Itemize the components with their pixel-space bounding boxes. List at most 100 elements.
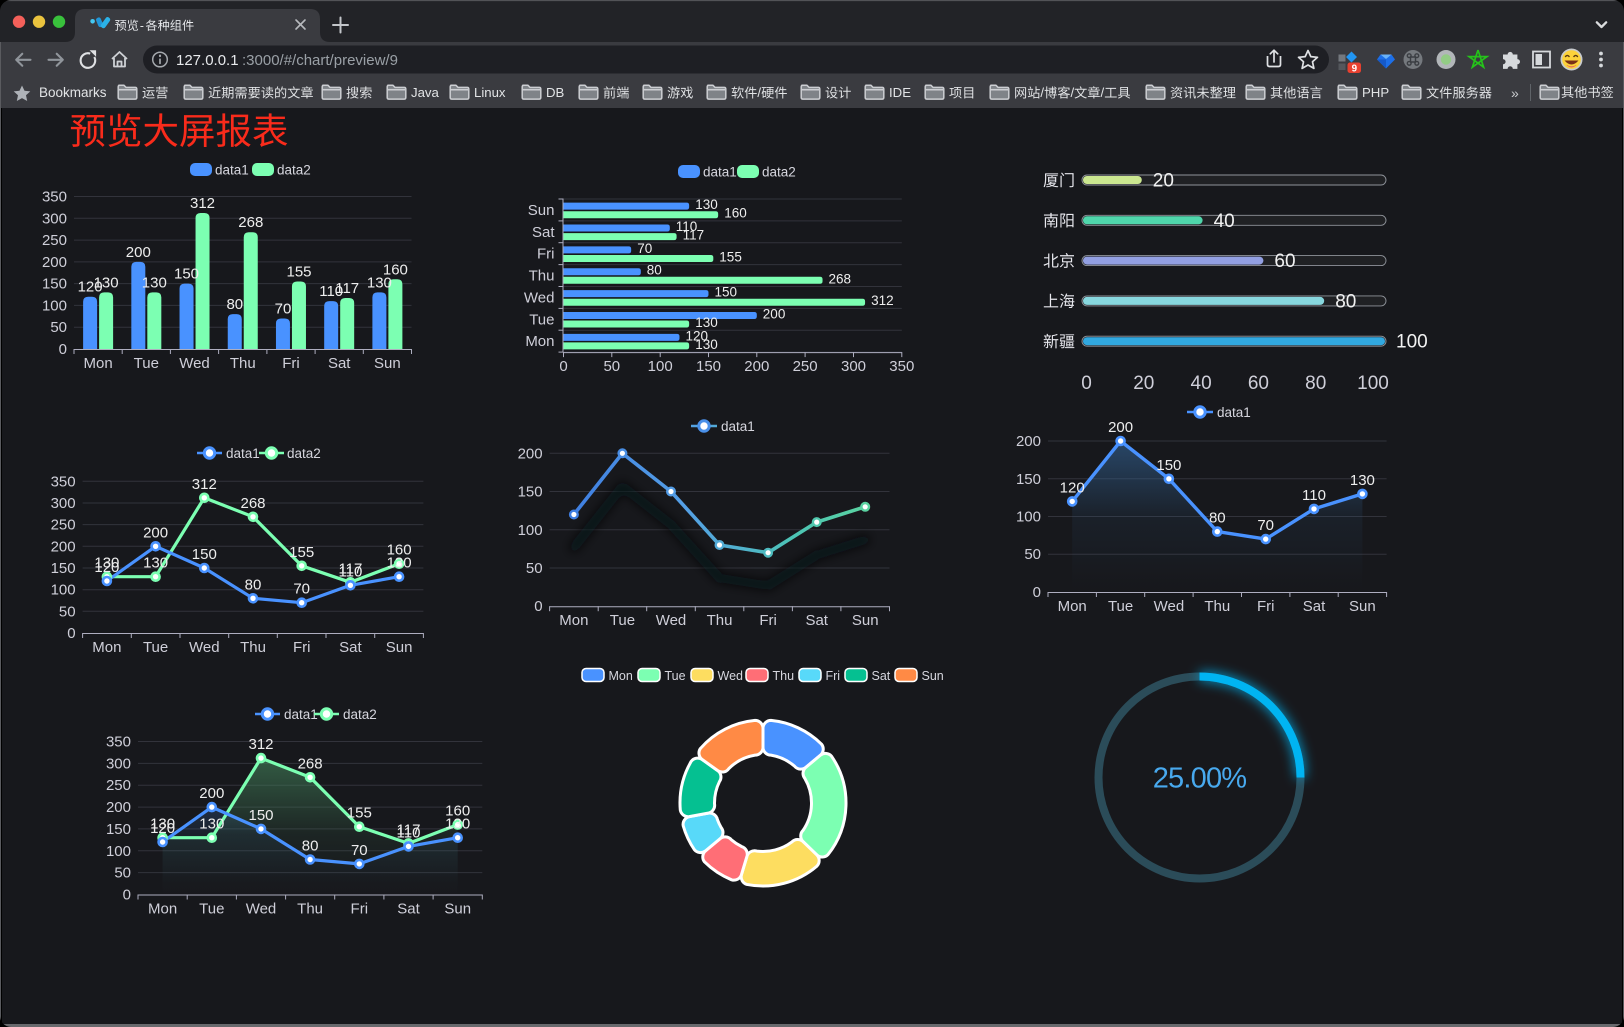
svg-text:150: 150 [106, 821, 131, 838]
svg-text:160: 160 [724, 206, 747, 221]
svg-text:130: 130 [445, 816, 470, 833]
svg-text:0: 0 [1081, 373, 1092, 394]
svg-text:Tue: Tue [665, 669, 686, 683]
svg-text:Tue: Tue [1108, 598, 1133, 615]
svg-text:50: 50 [50, 319, 67, 336]
svg-text:100: 100 [42, 297, 67, 314]
svg-text:40: 40 [1191, 373, 1212, 394]
svg-text:Java: Java [411, 85, 440, 100]
svg-text:Thu: Thu [240, 639, 266, 656]
svg-text:312: 312 [871, 293, 894, 308]
svg-text:0: 0 [123, 887, 131, 904]
svg-text:Wed: Wed [718, 669, 744, 683]
svg-text:250: 250 [42, 232, 67, 249]
svg-text:200: 200 [744, 358, 769, 375]
svg-text:Sat: Sat [872, 669, 891, 683]
svg-text:200: 200 [518, 445, 543, 462]
svg-text:Tue: Tue [134, 355, 159, 372]
svg-text:350: 350 [889, 358, 914, 375]
svg-text:100: 100 [51, 582, 76, 599]
svg-text:Wed: Wed [189, 639, 220, 656]
svg-text:Fri: Fri [759, 612, 777, 629]
svg-text:200: 200 [1016, 433, 1041, 450]
svg-text:Sun: Sun [922, 669, 944, 683]
svg-text:130: 130 [695, 197, 718, 212]
svg-text:Thu: Thu [707, 612, 733, 629]
svg-text:Thu: Thu [230, 355, 256, 372]
svg-text:0: 0 [1033, 584, 1041, 601]
svg-text:Thu: Thu [297, 901, 323, 918]
svg-text:Tue: Tue [143, 639, 168, 656]
svg-text:data2: data2 [277, 163, 311, 178]
svg-text:9: 9 [1352, 63, 1358, 74]
svg-text:200: 200 [126, 244, 151, 261]
svg-text:130: 130 [143, 555, 168, 572]
svg-text:80: 80 [245, 576, 262, 593]
svg-text:data1: data1 [721, 419, 755, 434]
svg-text:50: 50 [114, 865, 131, 882]
svg-text:Fri: Fri [826, 669, 841, 683]
svg-text:155: 155 [286, 264, 311, 281]
svg-text:Sat: Sat [397, 901, 420, 918]
svg-text:Sun: Sun [852, 612, 879, 629]
svg-text:Bookmarks: Bookmarks [39, 85, 107, 100]
svg-text:0: 0 [559, 358, 567, 375]
svg-text:Wed: Wed [656, 612, 687, 629]
svg-text:120: 120 [686, 328, 709, 343]
svg-text:Fri: Fri [293, 639, 311, 656]
svg-text:160: 160 [387, 542, 412, 559]
svg-text:100: 100 [518, 522, 543, 539]
svg-text:50: 50 [526, 560, 543, 577]
svg-text:data2: data2 [287, 446, 321, 461]
svg-text:Tue: Tue [610, 612, 635, 629]
svg-text:150: 150 [51, 560, 76, 577]
svg-text:350: 350 [51, 473, 76, 490]
svg-text:70: 70 [1257, 517, 1274, 534]
svg-text:80: 80 [302, 838, 319, 855]
svg-text:70: 70 [351, 842, 368, 859]
svg-text:268: 268 [240, 495, 265, 512]
svg-text:data1: data1 [1217, 405, 1251, 420]
svg-text:200: 200 [763, 307, 786, 322]
svg-text:268: 268 [238, 214, 263, 231]
svg-text:data2: data2 [762, 165, 796, 180]
svg-text:130: 130 [94, 555, 119, 572]
svg-text:80: 80 [1335, 291, 1356, 312]
svg-text:Thu: Thu [773, 669, 795, 683]
svg-text:100: 100 [106, 843, 131, 860]
svg-text:200: 200 [1108, 419, 1133, 436]
svg-text:-: - [140, 18, 144, 32]
svg-text:40: 40 [1214, 211, 1235, 232]
svg-text:Mon: Mon [148, 901, 177, 918]
svg-text:120: 120 [78, 279, 103, 296]
svg-text:0: 0 [534, 598, 542, 615]
svg-text:155: 155 [347, 805, 372, 822]
svg-text:312: 312 [248, 736, 273, 753]
svg-text:data1: data1 [215, 163, 249, 178]
svg-text:DB: DB [546, 85, 565, 100]
svg-text:Sat: Sat [805, 612, 828, 629]
svg-text:150: 150 [1016, 471, 1041, 488]
svg-text:Sun: Sun [444, 901, 471, 918]
svg-text:150: 150 [42, 276, 67, 293]
svg-text:117: 117 [338, 560, 362, 577]
svg-text:Wed: Wed [524, 289, 555, 306]
svg-text:120: 120 [94, 559, 119, 576]
svg-text:120: 120 [1060, 479, 1085, 496]
svg-text:130: 130 [367, 274, 392, 291]
svg-text:250: 250 [106, 777, 131, 794]
svg-text:Tue: Tue [199, 901, 224, 918]
svg-text:Sat: Sat [328, 355, 351, 372]
svg-text:Sat: Sat [1303, 598, 1326, 615]
svg-text:100: 100 [1016, 509, 1041, 526]
svg-text:0: 0 [59, 341, 67, 358]
svg-text:IDE: IDE [889, 85, 911, 100]
svg-text:312: 312 [192, 476, 217, 493]
svg-text:117: 117 [335, 280, 359, 297]
svg-text:300: 300 [51, 495, 76, 512]
svg-text:Thu: Thu [529, 268, 555, 285]
svg-text:150: 150 [1156, 457, 1181, 474]
svg-text:150: 150 [696, 358, 721, 375]
svg-text:PHP: PHP [1362, 85, 1389, 100]
svg-text:200: 200 [199, 785, 224, 802]
